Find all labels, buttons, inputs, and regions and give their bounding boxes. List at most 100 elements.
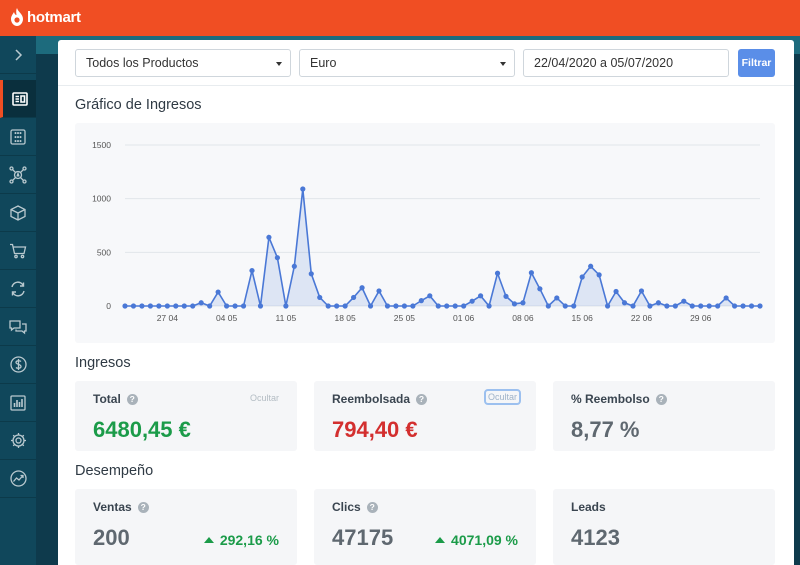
data-point bbox=[715, 303, 721, 309]
trend-up-icon bbox=[203, 537, 214, 543]
data-point bbox=[325, 303, 331, 309]
data-point bbox=[240, 303, 247, 309]
data-point bbox=[207, 303, 213, 309]
x-tick-label: 29 06 bbox=[690, 313, 712, 323]
hide-refunded-link[interactable]: Ocultar bbox=[483, 389, 521, 405]
revenue-total-value: 6480,45 € bbox=[93, 417, 191, 442]
revenue-refunded-value: 794,40 € bbox=[332, 417, 418, 442]
x-tick-label: 01 06 bbox=[453, 313, 475, 323]
data-point bbox=[384, 303, 391, 309]
sidebar-item-subscriptions[interactable] bbox=[0, 270, 36, 308]
series-line bbox=[125, 188, 760, 309]
data-point bbox=[130, 303, 137, 309]
x-tick-label: 04 05 bbox=[216, 313, 238, 323]
data-point bbox=[605, 303, 611, 309]
clicks-value: 47175 bbox=[332, 525, 394, 550]
sidebar-item-sales[interactable] bbox=[0, 232, 36, 270]
data-point bbox=[147, 303, 153, 309]
data-point bbox=[122, 303, 128, 309]
data-point bbox=[427, 293, 433, 299]
data-point bbox=[478, 293, 484, 299]
trend-icon bbox=[9, 470, 27, 487]
dollar-icon bbox=[9, 356, 27, 373]
cart-icon bbox=[10, 243, 27, 258]
clicks-label: Clics bbox=[332, 500, 361, 514]
leads-value: 4123 bbox=[571, 525, 620, 550]
data-point bbox=[181, 303, 187, 309]
help-icon[interactable]: ? bbox=[126, 393, 138, 405]
data-point bbox=[494, 270, 501, 276]
leads-label: Leads bbox=[571, 500, 606, 514]
brand-name: hotmart bbox=[27, 8, 81, 26]
sales-label: Ventas bbox=[93, 500, 132, 514]
data-point bbox=[537, 286, 543, 292]
data-point bbox=[706, 303, 712, 309]
data-point bbox=[139, 303, 145, 309]
data-point bbox=[723, 295, 729, 301]
chat-icon bbox=[9, 319, 27, 334]
sidebar-item-products[interactable] bbox=[0, 194, 36, 232]
hide-total-link[interactable]: Ocultar bbox=[249, 393, 279, 403]
currency-select[interactable]: Euro bbox=[299, 49, 515, 77]
data-point bbox=[173, 303, 179, 309]
clicks-card: Clics? 47175 4071,09 % bbox=[314, 489, 536, 565]
data-point bbox=[647, 303, 653, 309]
x-tick-label: 18 05 bbox=[334, 313, 356, 323]
sidebar bbox=[0, 36, 36, 565]
x-tick-label: 22 06 bbox=[631, 313, 653, 323]
sidebar-toggle[interactable] bbox=[0, 36, 36, 74]
data-point bbox=[359, 285, 365, 291]
data-point bbox=[232, 303, 238, 309]
sales-card: Ventas? 200 292,16 % bbox=[75, 489, 297, 565]
data-point bbox=[554, 295, 560, 301]
box-icon bbox=[10, 204, 26, 221]
caret-down-icon bbox=[276, 62, 282, 66]
data-point bbox=[621, 300, 628, 306]
help-icon[interactable]: ? bbox=[366, 501, 378, 513]
sidebar-item-dashboard[interactable] bbox=[0, 80, 36, 118]
product-select[interactable]: Todos los Productos bbox=[75, 49, 291, 77]
help-icon[interactable]: ? bbox=[655, 393, 667, 405]
data-point bbox=[198, 300, 204, 306]
sales-trend: 292,16 % bbox=[219, 532, 279, 548]
refund-percent-value: 8,77 % bbox=[571, 417, 640, 442]
x-tick-label: 08 06 bbox=[512, 313, 534, 323]
data-point bbox=[283, 303, 289, 309]
sidebar-item-messages[interactable] bbox=[0, 308, 36, 346]
help-icon[interactable]: ? bbox=[416, 393, 428, 405]
data-point bbox=[266, 234, 272, 240]
x-tick-label: 11 05 bbox=[276, 313, 297, 323]
data-point bbox=[545, 303, 551, 309]
x-tick-label: 27 04 bbox=[157, 313, 179, 323]
y-tick-label: 0 bbox=[106, 301, 111, 311]
revenue-refunded-card: Reembolsada? Ocultar 794,40 € bbox=[314, 381, 536, 451]
filter-button[interactable]: Filtrar bbox=[738, 49, 775, 77]
data-point bbox=[520, 300, 526, 306]
sidebar-item-settings[interactable] bbox=[0, 422, 36, 460]
sidebar-item-products-grid[interactable] bbox=[0, 118, 36, 156]
data-point bbox=[393, 303, 399, 309]
data-point bbox=[308, 271, 314, 277]
chart-section-title: Gráfico de Ingresos bbox=[75, 97, 202, 113]
data-point bbox=[452, 303, 458, 309]
data-point bbox=[164, 303, 170, 309]
help-icon[interactable]: ? bbox=[137, 501, 149, 513]
top-bar: hotmart bbox=[0, 0, 800, 36]
sidebar-item-finance[interactable] bbox=[0, 346, 36, 384]
currency-select-value: Euro bbox=[310, 56, 337, 70]
data-point bbox=[503, 293, 509, 299]
sidebar-item-analytics[interactable] bbox=[0, 460, 36, 498]
data-point bbox=[190, 303, 196, 309]
sales-value: 200 bbox=[93, 525, 130, 550]
divider bbox=[58, 85, 794, 86]
date-range-input[interactable]: 22/04/2020 a 05/07/2020 bbox=[523, 49, 729, 77]
sidebar-item-reports[interactable] bbox=[0, 384, 36, 422]
data-point bbox=[469, 298, 475, 304]
data-point bbox=[757, 303, 763, 309]
y-tick-label: 1500 bbox=[92, 140, 111, 150]
sidebar-item-affiliates[interactable] bbox=[0, 156, 36, 194]
data-point bbox=[444, 303, 450, 309]
hotmart-logo[interactable]: hotmart bbox=[10, 8, 81, 26]
product-select-value: Todos los Productos bbox=[86, 56, 199, 70]
data-point bbox=[638, 288, 645, 294]
